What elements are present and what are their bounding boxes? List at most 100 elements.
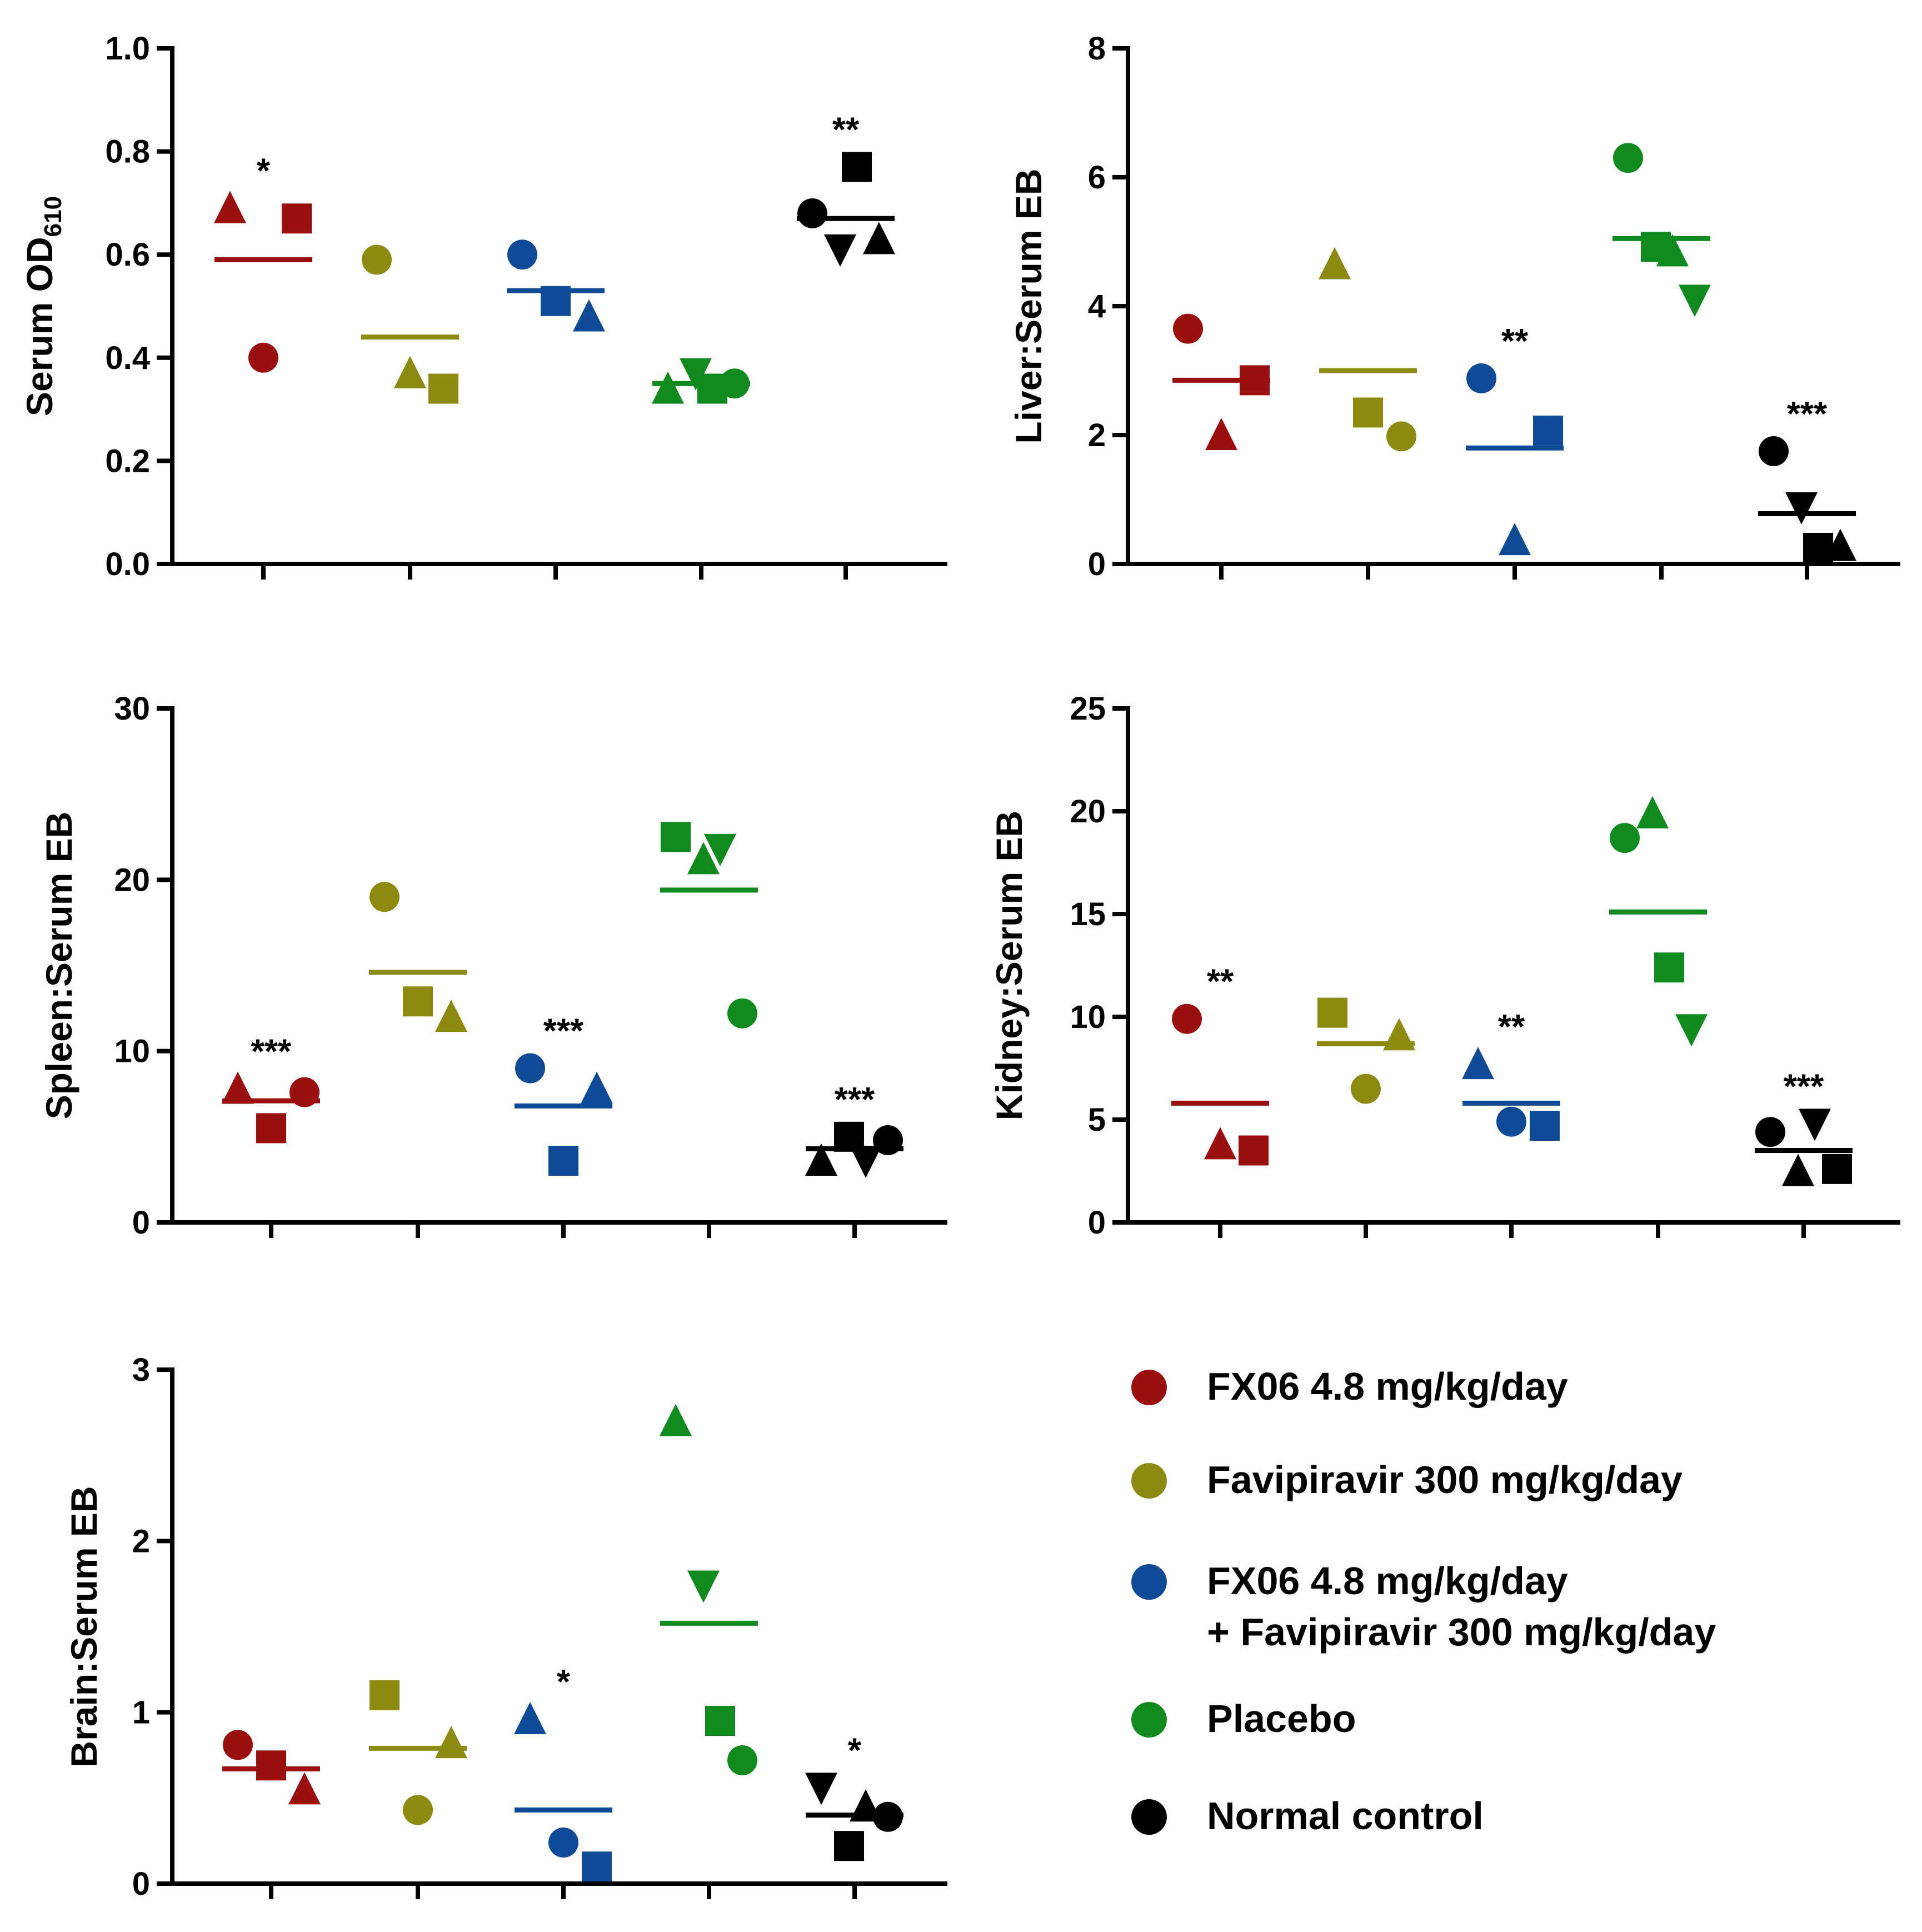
group-4: * xyxy=(805,1731,903,1861)
group-4: *** xyxy=(1755,1067,1853,1186)
data-point-triangle-up xyxy=(581,1071,613,1104)
data-point-triangle-down xyxy=(1785,492,1818,525)
panel-brain-serum-eb: 0 1 2 3 Brain:Serum EB * * xyxy=(63,1352,947,1902)
y-tick-label: 0 xyxy=(1088,546,1106,582)
group-2 xyxy=(507,239,605,332)
group-2: *** xyxy=(515,1012,613,1176)
data-point-triangle-up xyxy=(435,1726,467,1759)
data-point-square xyxy=(1654,952,1684,983)
significance-label: *** xyxy=(1787,395,1828,433)
significance-label: *** xyxy=(835,1081,875,1119)
data-point-square xyxy=(256,1113,286,1144)
y-tick-label: 0.4 xyxy=(105,340,150,376)
legend-marker-circle xyxy=(1131,1463,1167,1499)
data-point-triangle-up xyxy=(222,1071,254,1104)
y-tick-label: 5 xyxy=(1088,1102,1106,1138)
data-point-triangle-up xyxy=(573,299,605,332)
data-point-triangle-up xyxy=(863,222,895,254)
group-3 xyxy=(660,822,758,1029)
significance-label: *** xyxy=(1784,1067,1824,1106)
y-tick-label: 20 xyxy=(1070,793,1106,830)
data-point-square xyxy=(1533,415,1563,446)
significance-label: * xyxy=(848,1731,862,1770)
data-point-triangle-up xyxy=(1205,418,1237,450)
group-3 xyxy=(1609,796,1708,1047)
data-point-square xyxy=(705,1706,735,1736)
significance-label: * xyxy=(557,1663,571,1701)
y-tick-label: 1 xyxy=(132,1695,150,1731)
data-point-triangle-down xyxy=(850,1146,882,1178)
y-tick-label: 0 xyxy=(132,1205,150,1241)
group-3 xyxy=(660,1404,758,1775)
legend-label: Placebo xyxy=(1207,1697,1356,1740)
y-axis-label-main: Spleen:Serum EB xyxy=(38,812,79,1120)
data-point-square xyxy=(403,986,433,1017)
data-point-triangle-down xyxy=(1679,284,1711,317)
group-1 xyxy=(1319,247,1417,452)
data-point-triangle-down xyxy=(704,833,736,866)
data-point-square xyxy=(1530,1111,1560,1141)
data-point-circle xyxy=(1173,313,1203,344)
data-point-triangle-up xyxy=(435,1000,467,1032)
data-point-triangle-up xyxy=(1499,523,1531,556)
data-point-triangle-down xyxy=(805,1773,837,1805)
group-3 xyxy=(1613,143,1711,317)
data-point-triangle-up xyxy=(1319,247,1351,279)
significance-label: ** xyxy=(1207,963,1234,1001)
significance-label: * xyxy=(257,152,271,191)
y-tick-label: 2 xyxy=(132,1523,150,1559)
panel-spleen-serum-eb: 0 10 20 30 Spleen:Serum EB *** *** *** xyxy=(38,691,947,1241)
data-point-square xyxy=(834,1831,864,1861)
data-point-square xyxy=(256,1750,286,1781)
y-axis-label-main: Liver:Serum EB xyxy=(1008,168,1049,443)
data-point-triangle-up xyxy=(1636,796,1669,828)
y-axis-label-main: Serum OD xyxy=(19,237,60,416)
y-tick-label: 15 xyxy=(1070,896,1106,932)
data-point-circle xyxy=(1386,421,1416,452)
group-1 xyxy=(1317,997,1415,1104)
data-point-square xyxy=(282,203,312,234)
data-point-triangle-up xyxy=(805,1144,837,1176)
group-1 xyxy=(369,1680,467,1825)
y-tick-label: 2 xyxy=(1088,417,1106,453)
y-axis-label-subscript: 610 xyxy=(39,196,67,237)
legend-label: + Favipiravir 300 mg/kg/day xyxy=(1207,1610,1716,1654)
data-point-circle xyxy=(1610,823,1640,853)
y-tick-label: 0 xyxy=(132,1866,150,1902)
legend-label: FX06 4.8 mg/kg/day xyxy=(1207,1365,1568,1408)
y-tick-label: 20 xyxy=(114,862,150,898)
legend-item-3: Placebo xyxy=(1131,1697,1356,1740)
data-point-triangle-down xyxy=(687,1570,720,1603)
data-point-square xyxy=(1353,397,1383,428)
data-point-circle xyxy=(1351,1074,1381,1104)
group-4: *** xyxy=(805,1081,903,1178)
legend: FX06 4.8 mg/kg/day Favipiravir 300 mg/kg/… xyxy=(1131,1365,1716,1838)
group-1 xyxy=(369,882,467,1032)
data-point-circle xyxy=(507,239,537,270)
group-0 xyxy=(222,1730,321,1805)
legend-marker-circle xyxy=(1131,1370,1167,1405)
data-point-triangle-up xyxy=(214,191,246,223)
y-tick-label: 0 xyxy=(1088,1205,1106,1241)
data-point-circle xyxy=(370,882,400,912)
legend-label: FX06 4.8 mg/kg/day xyxy=(1207,1559,1568,1602)
data-point-circle xyxy=(223,1730,253,1760)
legend-item-0: FX06 4.8 mg/kg/day xyxy=(1131,1365,1568,1408)
legend-marker-circle xyxy=(1131,1799,1167,1835)
data-point-circle xyxy=(1759,436,1789,466)
group-4: *** xyxy=(1758,395,1856,563)
data-point-square xyxy=(661,822,691,852)
legend-label: Normal control xyxy=(1207,1794,1484,1838)
y-tick-label: 25 xyxy=(1070,691,1106,727)
group-2: ** xyxy=(1466,322,1564,556)
y-tick-label: 4 xyxy=(1088,288,1106,325)
significance-label: *** xyxy=(251,1033,292,1071)
y-tick-label: 0.6 xyxy=(105,237,150,273)
data-point-triangle-up xyxy=(652,371,684,404)
data-point-square xyxy=(582,1851,612,1882)
significance-label: ** xyxy=(832,111,860,149)
data-point-square xyxy=(370,1680,400,1710)
